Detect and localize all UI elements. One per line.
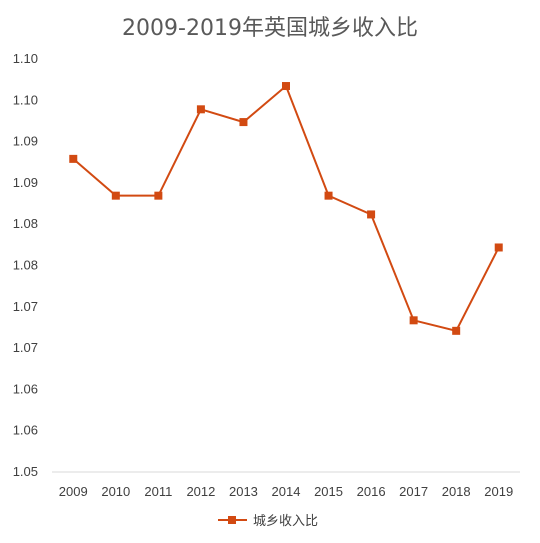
- y-tick-label: 1.07: [13, 340, 38, 355]
- chart-title: 2009-2019年英国城乡收入比: [122, 16, 418, 41]
- y-tick-label: 1.08: [13, 258, 38, 273]
- data-point-marker: [494, 243, 503, 252]
- x-tick-label: 2017: [399, 484, 428, 499]
- y-tick-label: 1.10: [13, 51, 38, 66]
- data-point-marker: [239, 118, 248, 127]
- data-point-marker: [324, 191, 333, 200]
- x-tick-label: 2016: [357, 484, 386, 499]
- x-tick-label: 2014: [272, 484, 301, 499]
- x-tick-label: 2018: [442, 484, 471, 499]
- y-tick-label: 1.08: [13, 216, 38, 231]
- x-tick-label: 2013: [229, 484, 258, 499]
- y-tick-label: 1.09: [13, 175, 38, 190]
- x-tick-label: 2009: [59, 484, 88, 499]
- y-tick-label: 1.07: [13, 299, 38, 314]
- legend-label: 城乡收入比: [253, 514, 318, 529]
- y-tick-label: 1.05: [13, 464, 38, 479]
- x-tick-label: 2010: [101, 484, 130, 499]
- y-tick-label: 1.09: [13, 134, 38, 149]
- data-point-marker: [154, 191, 163, 200]
- data-point-marker: [367, 210, 376, 219]
- data-point-marker: [452, 326, 461, 335]
- data-point-marker: [409, 316, 418, 325]
- data-point-marker: [196, 105, 205, 114]
- y-tick-label: 1.10: [13, 92, 38, 107]
- x-tick-label: 2012: [186, 484, 215, 499]
- legend-marker: [228, 516, 236, 524]
- data-point-marker: [111, 191, 120, 200]
- y-tick-label: 1.06: [13, 381, 38, 396]
- series-line: [72, 84, 500, 332]
- legend: 城乡收入比: [218, 514, 318, 529]
- data-point-marker: [282, 82, 290, 91]
- x-tick-label: 2011: [144, 484, 172, 499]
- y-axis-ticks: 1.05 1.06 1.06 1.07 1.07 1.08 1.08 1.09 1.09 1.10…: [13, 51, 38, 479]
- x-axis-ticks: 2009 2010 2011 2012 2013 2014 2015 2016 2017 2018…: [59, 484, 513, 499]
- series-group: [69, 82, 503, 335]
- x-tick-label: 2015: [314, 484, 343, 499]
- data-point-marker: [69, 154, 78, 163]
- y-tick-label: 1.06: [13, 423, 38, 438]
- x-tick-label: 2019: [484, 484, 513, 499]
